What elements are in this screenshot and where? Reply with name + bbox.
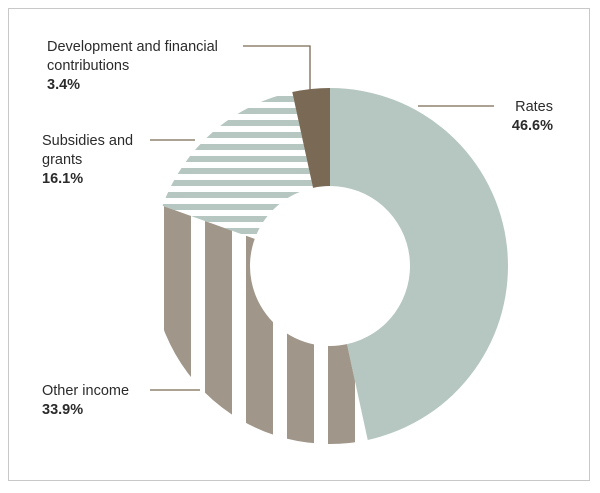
- pie-slice-other-income: [152, 205, 368, 444]
- pie-slice-development-and-financial-contributions: [292, 88, 330, 188]
- label-other-pct: 33.9%: [42, 402, 83, 418]
- chart-frame: [8, 8, 590, 481]
- label-development-pct: 3.4%: [47, 77, 80, 93]
- label-subsidies-line1: Subsidies and: [42, 133, 133, 149]
- leader-line-development: [243, 45, 311, 90]
- pie-slices: [152, 88, 508, 444]
- label-rates-pct: 46.6%: [512, 118, 553, 134]
- pie-slice-rates: [330, 88, 508, 440]
- label-rates-name: Rates: [515, 99, 553, 115]
- label-development-line2: contributions: [47, 58, 129, 74]
- pie-slice-subsidies-and-grants: [162, 92, 314, 239]
- label-subsidies-line2: grants: [42, 152, 82, 168]
- label-development-line1: Development and financial: [47, 39, 218, 55]
- label-subsidies-pct: 16.1%: [42, 171, 83, 187]
- label-other-name: Other income: [42, 383, 129, 399]
